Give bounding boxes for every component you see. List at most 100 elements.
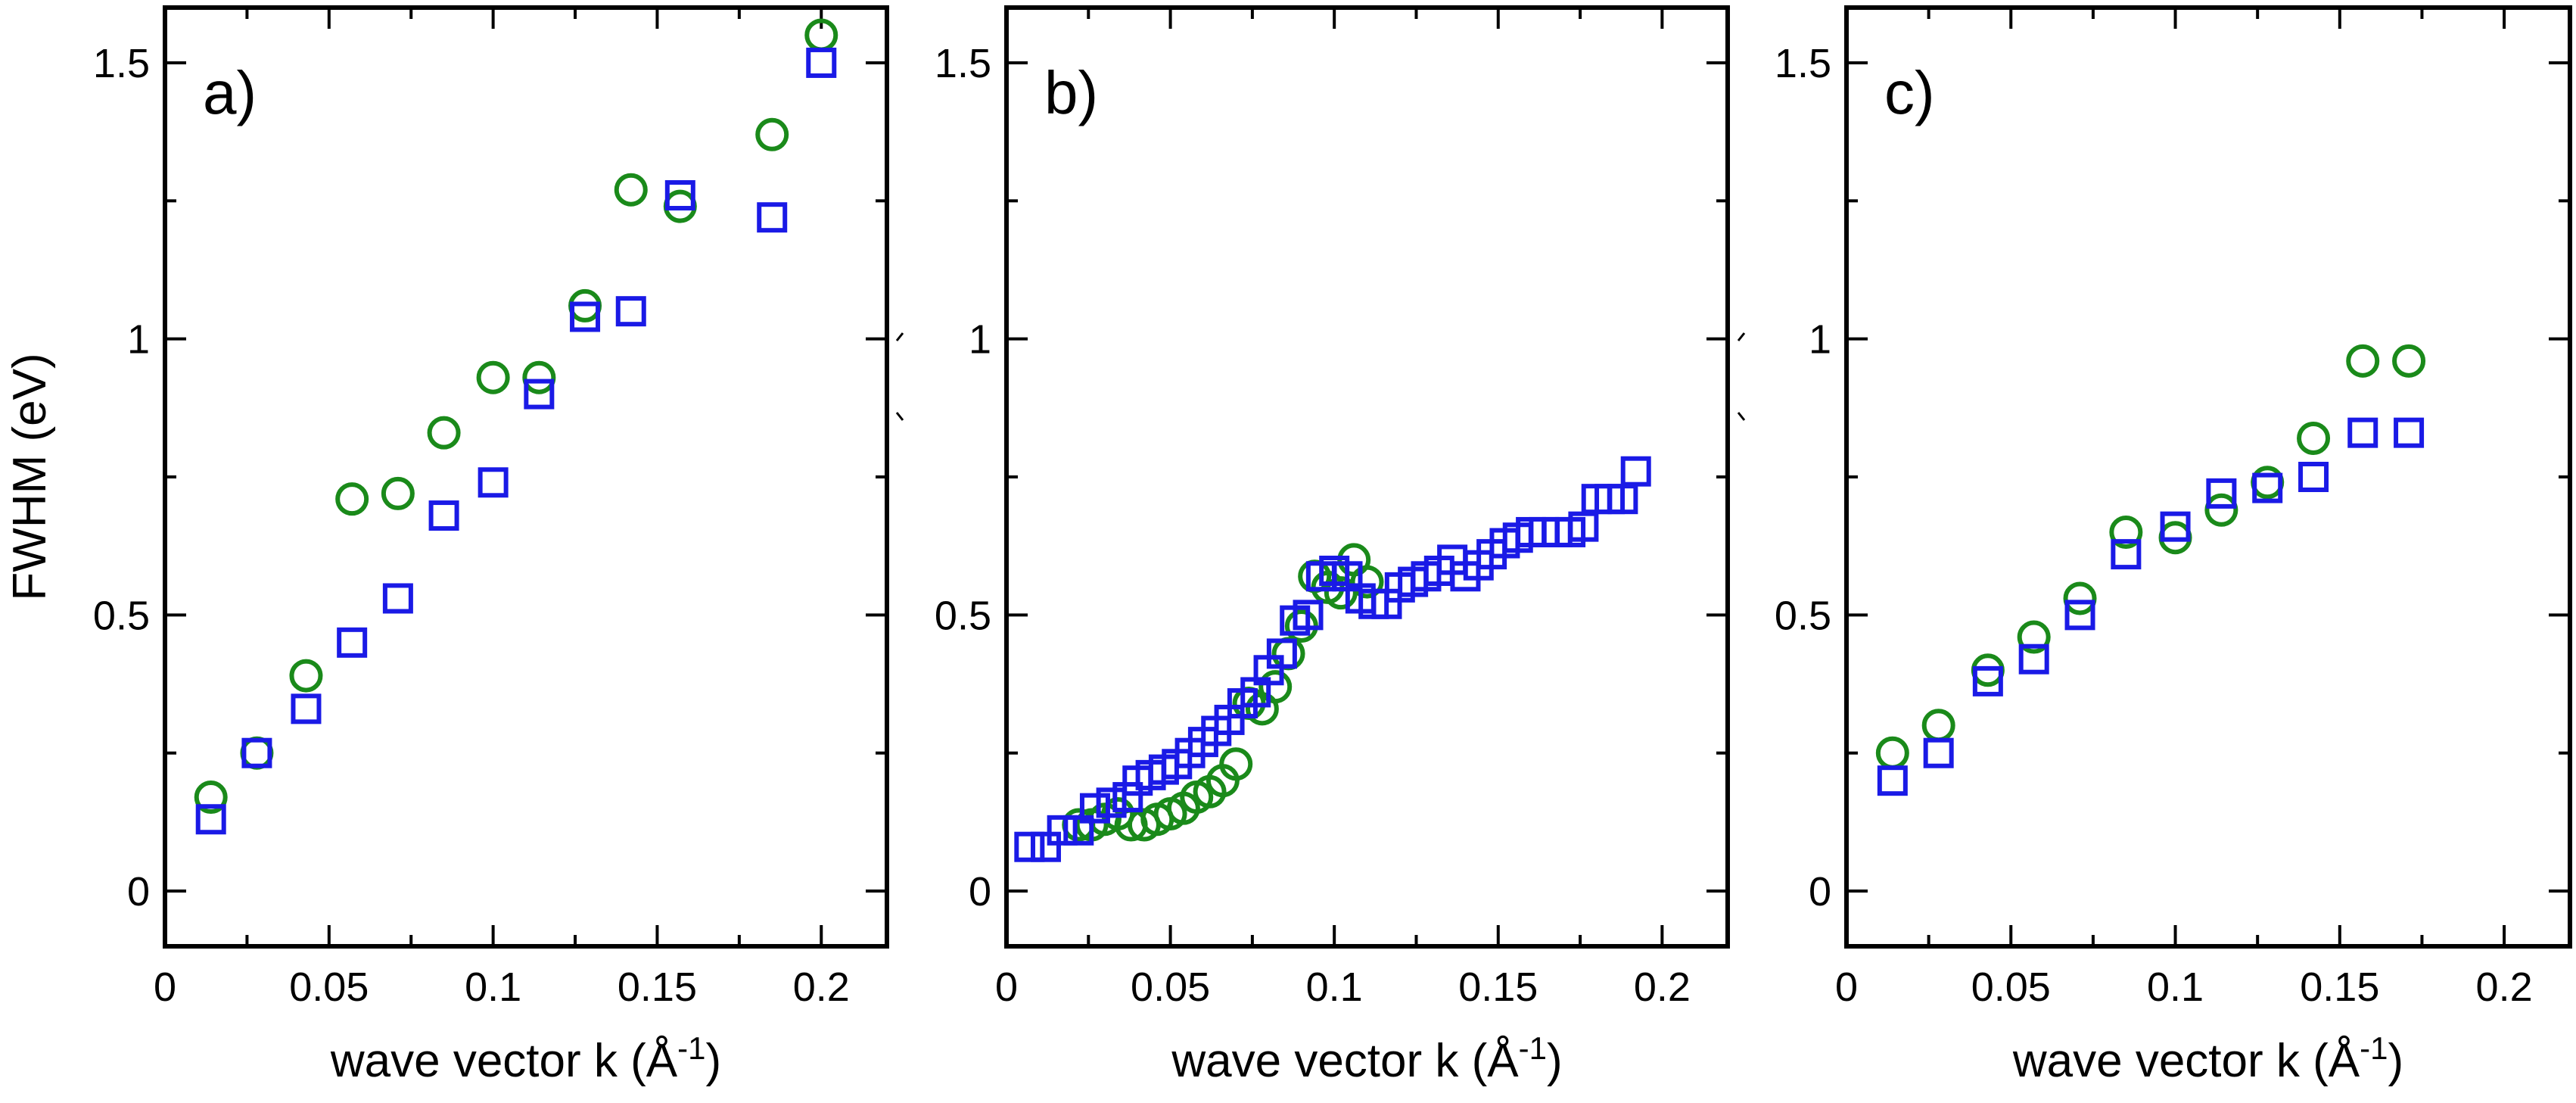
break-mark [895,412,904,421]
data-point-square [2298,462,2329,492]
data-point-circle [194,781,228,815]
panel-label: c) [1884,59,1935,126]
data-point-square [615,296,646,327]
x-tick-label: 0.1 [2147,964,2204,1010]
y-tick-label: 0.5 [93,593,150,638]
x-axis-label-main: wave vector k (Å [2012,1035,2360,1087]
data-point-circle [240,736,274,770]
data-point-square [2111,539,2142,570]
x-tick-label: 0.2 [1634,964,1691,1010]
y-tick-label: 0 [1809,869,1831,914]
data-point-square [1047,815,1078,846]
x-axis-label: wave vector k (Å-1) [1171,1030,1562,1088]
x-axis-label: wave vector k (Å-1) [2012,1030,2403,1088]
data-point-square [1293,600,1324,631]
data-point-circle [2204,493,2238,527]
data-point-square [524,379,555,410]
data-point-square [1972,665,2003,696]
x-axis-label: wave vector k (Å-1) [330,1030,721,1088]
y-tick-label: 1 [969,317,991,363]
data-point-square [1877,765,1908,796]
data-point-circle [427,416,461,450]
data-point-circle [2017,620,2051,654]
data-point-square [1923,737,1954,768]
data-point-square [337,627,368,658]
data-point-circle [2392,344,2426,378]
data-point-square [195,804,226,835]
data-point-square [2018,643,2049,675]
data-point-circle [2297,421,2331,455]
x-axis-label-close: ) [1547,1035,1563,1087]
data-point-circle [2251,466,2285,500]
x-axis-label-close: ) [2388,1035,2403,1087]
x-tick-label: 0.15 [2300,964,2379,1010]
data-point-square [1112,782,1143,813]
y-axis-label: FWHM (eV) [4,353,56,600]
break-mark [895,332,904,341]
data-point-circle [1219,747,1253,781]
x-tick-label: 0.15 [1458,964,1538,1010]
data-point-circle [335,482,369,516]
data-point-square [570,301,601,332]
x-tick-label: 0.15 [618,964,697,1010]
data-point-circle [1350,565,1384,599]
x-tick-label: 0.05 [289,964,369,1010]
y-tick-label: 1 [1809,317,1831,363]
y-tick-label: 1 [127,317,150,363]
data-point-circle [2063,581,2097,615]
data-point-square [241,737,272,768]
data-point-square [664,180,695,210]
break-mark [1737,412,1746,421]
y-tick-label: 1.5 [935,41,991,86]
data-point-circle [476,360,510,394]
data-point-square [2064,600,2095,631]
x-tick-label: 0 [1835,964,1858,1010]
data-point-circle [2346,344,2380,378]
data-point-square [1030,831,1061,862]
plot-frame [1844,5,2572,949]
data-point-square [478,467,509,498]
data-point-square [1063,815,1094,846]
data-point-circle [755,117,789,151]
data-point-square [1620,456,1651,487]
x-axis-label-sup: -1 [677,1030,705,1066]
y-tick-label: 0 [127,869,150,914]
panel-label: b) [1044,59,1098,126]
x-tick-label: 0.1 [465,964,521,1010]
panel-b: 0 0.05 0.1 0.15 0.2 0 0.5 1 1.5 b) wave vector k (… [935,5,1730,1088]
data-point-circle [1921,709,1955,743]
y-tick-label: 0 [969,869,991,914]
x-axis-label-main: wave vector k (Å [330,1035,678,1087]
x-tick-label: 0 [154,964,176,1010]
data-point-circle [381,476,415,510]
x-tick-label: 0.05 [1971,964,2051,1010]
panel-c: 0 0.05 0.1 0.15 0.2 0 0.5 1 1.5 c) wave vector k (… [1775,5,2572,1088]
data-point-square [2206,478,2237,509]
data-point-circle [2109,515,2143,549]
x-tick-label: 0.2 [793,964,850,1010]
break-mark [1737,332,1746,341]
data-point-square [2160,511,2191,542]
x-tick-label: 0.2 [2476,964,2533,1010]
data-point-square [2252,472,2283,503]
x-tick-label: 0 [995,964,1018,1010]
data-point-square [806,47,837,78]
data-point-circle [522,360,556,394]
x-axis-label-close: ) [705,1035,721,1087]
data-point-square [291,693,322,724]
data-point-circle [1271,637,1305,671]
data-point-square [382,583,413,614]
data-point-square [2347,417,2378,448]
axis-break-marks [895,332,1746,421]
data-point-square [1266,638,1297,669]
x-axis-label-sup: -1 [1519,1030,1547,1066]
x-tick-label: 0.05 [1131,964,1210,1010]
data-point-square [1096,787,1127,818]
data-point-square [1014,831,1045,862]
x-axis-label-sup: -1 [2360,1030,2388,1066]
data-point-square [757,202,788,233]
data-point-circle [1875,736,1909,770]
data-point-circle [289,659,323,693]
panel-label: a) [203,59,257,126]
